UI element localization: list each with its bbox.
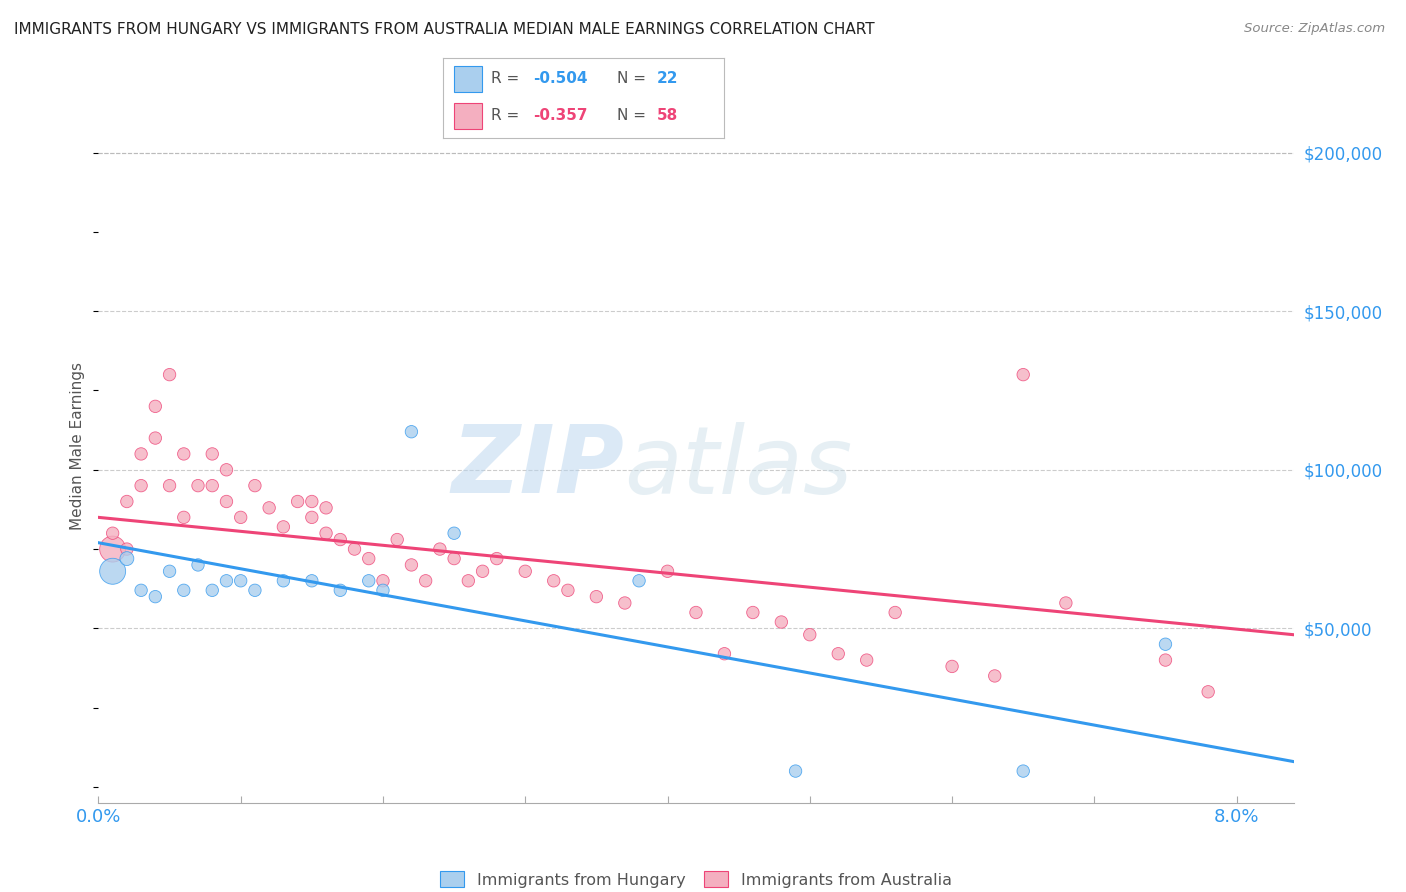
Point [115,551,138,566]
Point [101,564,124,578]
Point [215,574,238,588]
Point [115,494,138,508]
Point [115,542,138,557]
Point [741,606,763,620]
Point [315,500,337,515]
Point [315,526,337,541]
Point [1012,764,1035,778]
Text: ZIP: ZIP [451,421,624,514]
Point [229,574,252,588]
Point [799,628,821,642]
Text: 22: 22 [657,71,678,87]
Point [343,542,366,557]
Point [543,574,565,588]
Point [443,551,465,566]
Point [613,596,636,610]
Point [1197,685,1219,699]
Point [173,510,195,524]
Point [301,510,323,524]
Point [385,533,409,547]
Text: -0.504: -0.504 [533,71,588,87]
Point [129,447,152,461]
Point [357,551,380,566]
Point [357,574,380,588]
Point [415,574,437,588]
Point [143,431,166,445]
Text: R =: R = [491,108,524,123]
Point [143,590,166,604]
Point [984,669,1007,683]
Point [101,542,124,557]
Point [243,583,266,598]
Point [273,574,295,588]
Text: atlas: atlas [624,422,852,513]
Text: IMMIGRANTS FROM HUNGARY VS IMMIGRANTS FROM AUSTRALIA MEDIAN MALE EARNINGS CORREL: IMMIGRANTS FROM HUNGARY VS IMMIGRANTS FR… [14,22,875,37]
Point [201,583,224,598]
Point [401,558,423,572]
Point [273,520,295,534]
Legend: Immigrants from Hungary, Immigrants from Australia: Immigrants from Hungary, Immigrants from… [440,871,952,888]
Point [173,447,195,461]
Point [215,463,238,477]
Point [1012,368,1035,382]
Point [129,478,152,492]
Point [401,425,423,439]
Point [429,542,451,557]
Point [515,564,537,578]
Point [215,494,238,508]
Y-axis label: Median Male Earnings: Median Male Earnings [70,362,86,530]
Point [143,400,166,414]
Point [201,478,224,492]
Point [101,526,124,541]
Point [471,564,494,578]
Point [941,659,963,673]
Point [129,583,152,598]
Text: N =: N = [617,108,651,123]
Point [201,447,224,461]
Point [557,583,579,598]
Point [827,647,849,661]
Point [1054,596,1077,610]
Point [257,500,280,515]
Point [371,583,394,598]
Text: N =: N = [617,71,651,87]
Point [785,764,807,778]
Point [628,574,651,588]
Point [713,647,735,661]
Point [485,551,508,566]
Point [173,583,195,598]
Point [229,510,252,524]
Point [159,478,181,492]
Bar [454,103,482,128]
Bar [454,66,482,92]
Point [443,526,465,541]
Text: 58: 58 [657,108,678,123]
Point [159,368,181,382]
Point [1154,653,1177,667]
Point [329,583,352,598]
Text: R =: R = [491,71,524,87]
Point [657,564,679,578]
Text: Source: ZipAtlas.com: Source: ZipAtlas.com [1244,22,1385,36]
Point [301,574,323,588]
Point [685,606,707,620]
Text: -0.357: -0.357 [533,108,588,123]
Point [301,494,323,508]
Point [457,574,479,588]
Point [159,564,181,578]
Point [884,606,907,620]
Point [329,533,352,547]
Point [585,590,607,604]
Point [855,653,877,667]
Point [1154,637,1177,651]
Point [187,478,209,492]
Point [770,615,793,629]
Point [243,478,266,492]
Point [287,494,309,508]
Point [187,558,209,572]
Point [371,574,394,588]
